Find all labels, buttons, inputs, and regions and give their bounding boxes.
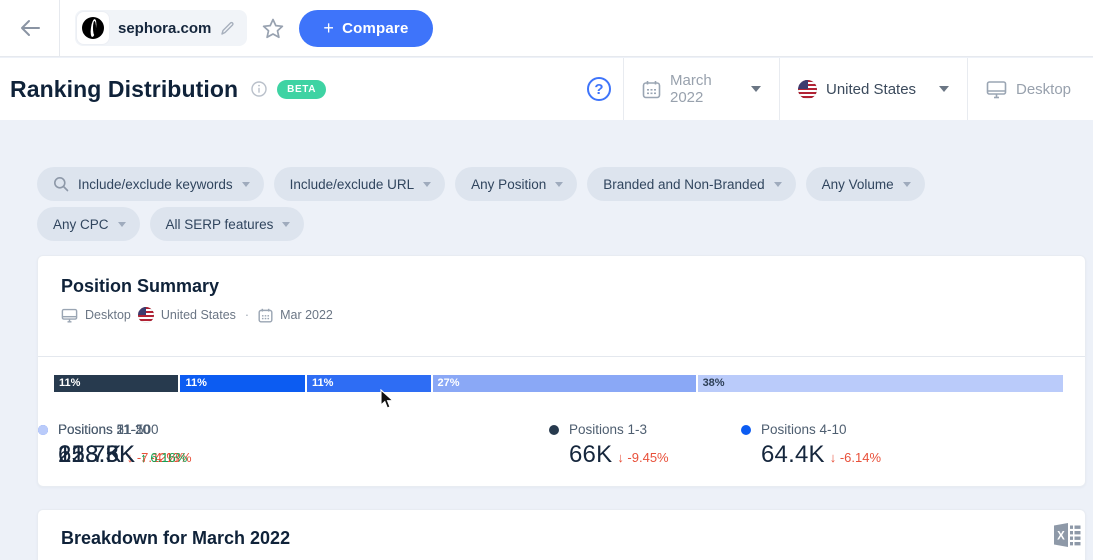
legend-item: Positions 1-3 66K ↓ -9.45% xyxy=(549,422,669,469)
legend-value: 153.3K xyxy=(58,441,136,468)
filter-label: Branded and Non-Branded xyxy=(603,176,765,192)
page-header: Ranking Distribution BETA ? March 2022 U… xyxy=(0,58,1093,120)
domain-name: sephora.com xyxy=(118,19,212,37)
filter-label: Include/exclude URL xyxy=(289,176,415,192)
filter-volume[interactable]: Any Volume xyxy=(805,167,925,201)
chevron-down-icon xyxy=(241,181,250,187)
back-button[interactable] xyxy=(0,0,60,56)
legend-label: Positions 1-3 xyxy=(569,422,648,437)
device-selector[interactable]: Desktop xyxy=(968,58,1093,120)
chevron-down-icon xyxy=(939,86,949,92)
export-excel-icon[interactable]: X xyxy=(1052,521,1082,549)
meta-device: Desktop xyxy=(85,308,131,322)
legend-item: Positions 51-100 218.5K ↑ 6.16% xyxy=(38,422,187,469)
meta-country: United States xyxy=(160,308,236,322)
legend-dot xyxy=(549,424,559,435)
legend-value: 62.7K xyxy=(58,441,122,468)
bar-segment[interactable]: 11% xyxy=(180,375,305,392)
legend-dot xyxy=(741,424,751,435)
legend-label: Positions 51-100 xyxy=(58,422,159,437)
top-bar: sephora.com + Compare xyxy=(0,0,1093,57)
filter-label: Any Volume xyxy=(821,176,894,192)
bar-segment[interactable]: 11% xyxy=(54,375,179,392)
search-icon xyxy=(53,176,69,192)
help-icon[interactable]: ? xyxy=(587,77,611,101)
filter-include-exclude-keywords[interactable]: Include/exclude keywords xyxy=(37,167,264,201)
filter-bar: Include/exclude keywords Include/exclude… xyxy=(37,167,1057,247)
filter-serp-features[interactable]: All SERP features xyxy=(149,207,305,241)
header-divider xyxy=(779,58,780,120)
chevron-down-icon xyxy=(282,221,291,227)
meta-separator: · xyxy=(244,308,250,322)
legend-label: Positions 4-10 xyxy=(761,422,847,437)
card-divider xyxy=(38,356,1085,357)
legend-change: ↓ -7.12% xyxy=(126,450,179,465)
legend-item: Positions 4-10 64.4K ↓ -6.14% xyxy=(741,422,881,469)
filter-label: Any CPC xyxy=(53,216,109,232)
svg-text:X: X xyxy=(1057,531,1065,543)
chevron-down-icon xyxy=(555,181,564,187)
chevron-down-icon xyxy=(902,181,911,187)
desktop-icon xyxy=(986,80,1007,99)
beta-badge: BETA xyxy=(277,79,327,99)
calendar-icon xyxy=(258,308,273,323)
bar-segment[interactable]: 38% xyxy=(697,375,1063,392)
header-divider xyxy=(967,58,968,120)
filter-position[interactable]: Any Position xyxy=(455,167,578,201)
legend-change: ↓ -9.45% xyxy=(617,450,669,465)
country-value: United States xyxy=(826,80,917,98)
site-favicon xyxy=(77,12,109,44)
desktop-icon xyxy=(61,308,78,323)
header-divider xyxy=(623,58,624,120)
filter-cpc[interactable]: Any CPC xyxy=(37,207,140,241)
bar-segment[interactable]: 27% xyxy=(432,375,696,392)
calendar-icon xyxy=(642,80,661,99)
position-summary-card: Position Summary Desktop United States ·… xyxy=(37,255,1086,487)
chevron-down-icon xyxy=(751,86,761,92)
bar-segment[interactable]: 11% xyxy=(306,375,431,392)
legend-change: ↓ -6.14% xyxy=(829,450,882,465)
us-flag-icon xyxy=(798,79,817,99)
meta-date: Mar 2022 xyxy=(280,308,333,322)
legend-label: Positions 21-50 xyxy=(58,422,152,437)
domain-selector[interactable]: sephora.com xyxy=(75,10,248,46)
chevron-down-icon xyxy=(117,221,126,227)
chevron-down-icon xyxy=(773,181,782,187)
position-distribution-bar[interactable]: 11% 11% 11% 27% 38% xyxy=(54,375,1063,392)
page-title: Ranking Distribution xyxy=(10,75,239,102)
breakdown-card: Breakdown for March 2022 X xyxy=(37,509,1086,560)
filter-branded[interactable]: Branded and Non-Branded xyxy=(587,167,796,201)
filter-label: Include/exclude keywords xyxy=(78,176,233,192)
plus-icon: + xyxy=(323,18,335,38)
legend-value: 66K xyxy=(569,441,613,468)
legend-value: 218.5K xyxy=(58,441,136,468)
compare-button[interactable]: + Compare xyxy=(299,9,433,47)
date-picker[interactable]: March 2022 xyxy=(624,58,779,120)
favorite-star-icon[interactable] xyxy=(261,17,285,40)
edit-pencil-icon[interactable] xyxy=(220,21,235,36)
us-flag-icon xyxy=(137,307,154,323)
legend-value: 64.4K xyxy=(761,441,825,468)
compare-button-label: Compare xyxy=(342,19,409,37)
breakdown-title: Breakdown for March 2022 xyxy=(61,528,291,548)
position-summary-title: Position Summary xyxy=(61,276,220,296)
device-value: Desktop xyxy=(1016,80,1072,98)
chevron-down-icon xyxy=(423,181,432,187)
position-summary-meta: Desktop United States · Mar 2022 xyxy=(61,307,1061,323)
filter-label: Any Position xyxy=(471,176,547,192)
filter-label: All SERP features xyxy=(165,216,274,232)
info-icon[interactable] xyxy=(251,81,267,97)
legend-change: ↓ -4.13% xyxy=(140,450,192,465)
legend-dot xyxy=(38,424,48,435)
country-selector[interactable]: United States xyxy=(780,58,967,120)
filter-include-exclude-url[interactable]: Include/exclude URL xyxy=(273,167,446,201)
legend-label: Positions 11-20 xyxy=(58,422,151,437)
legend-change: ↑ 6.16% xyxy=(140,450,188,465)
date-value: March 2022 xyxy=(670,72,712,106)
back-arrow-icon xyxy=(19,19,41,37)
